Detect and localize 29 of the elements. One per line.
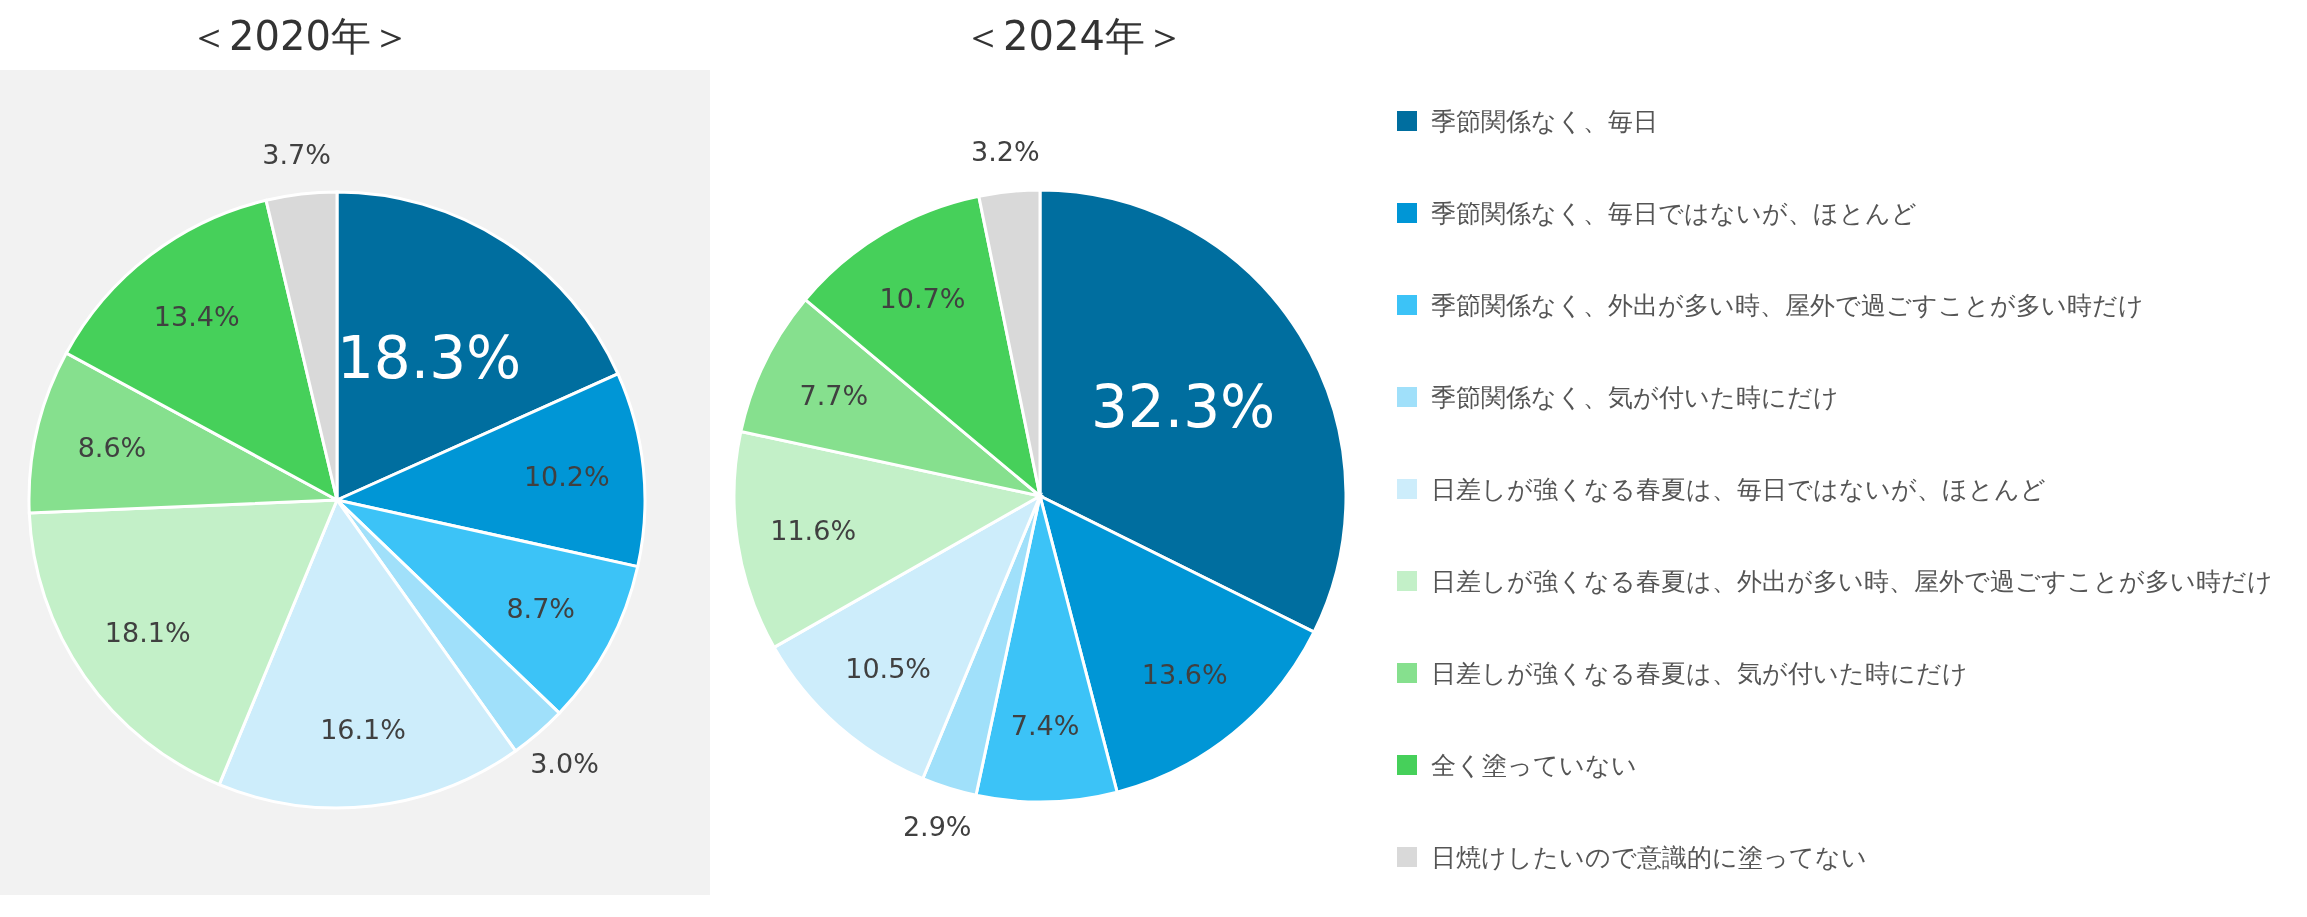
data-label: 13.6% xyxy=(1141,658,1228,690)
data-label: 18.1% xyxy=(104,616,191,648)
data-label: 7.4% xyxy=(1010,709,1080,741)
legend-label: 全く塗っていない xyxy=(1431,750,1637,780)
legend-label: 季節関係なく、外出が多い時、屋外で過ごすことが多い時だけ xyxy=(1431,290,2144,320)
data-label: 16.1% xyxy=(320,714,406,746)
data-label: 7.7% xyxy=(799,379,869,411)
legend-label: 日差しが強くなる春夏は、毎日ではないが、ほとんど xyxy=(1431,474,2046,504)
data-label: 10.7% xyxy=(879,283,966,315)
chart-title: ＜2024年＞ xyxy=(963,13,1185,59)
data-label: 18.3% xyxy=(336,323,522,392)
data-label: 3.2% xyxy=(970,136,1040,168)
data-label: 13.4% xyxy=(153,301,240,332)
data-label: 8.6% xyxy=(77,432,147,464)
data-label: 11.6% xyxy=(770,515,857,547)
data-label: 8.7% xyxy=(506,593,575,625)
data-label: 32.3% xyxy=(1090,373,1276,442)
data-label: 10.2% xyxy=(523,460,610,492)
legend-label: 季節関係なく、気が付いた時にだけ xyxy=(1431,382,1839,412)
legend-label: 日焼けしたいので意識的に塗ってない xyxy=(1431,842,1867,872)
data-label: 3.0% xyxy=(530,747,599,779)
chart-title: ＜2020年＞ xyxy=(189,13,411,59)
data-label: 10.5% xyxy=(845,652,931,684)
legend-label: 日差しが強くなる春夏は、外出が多い時、屋外で過ごすことが多い時だけ xyxy=(1431,566,2273,596)
legend-label: 季節関係なく、毎日 xyxy=(1431,106,1658,136)
legend-label: 日差しが強くなる春夏は、気が付いた時にだけ xyxy=(1431,658,1968,688)
data-label: 2.9% xyxy=(902,810,972,842)
legend-label: 季節関係なく、毎日ではないが、ほとんど xyxy=(1431,198,1917,228)
data-label: 3.7% xyxy=(262,138,331,170)
